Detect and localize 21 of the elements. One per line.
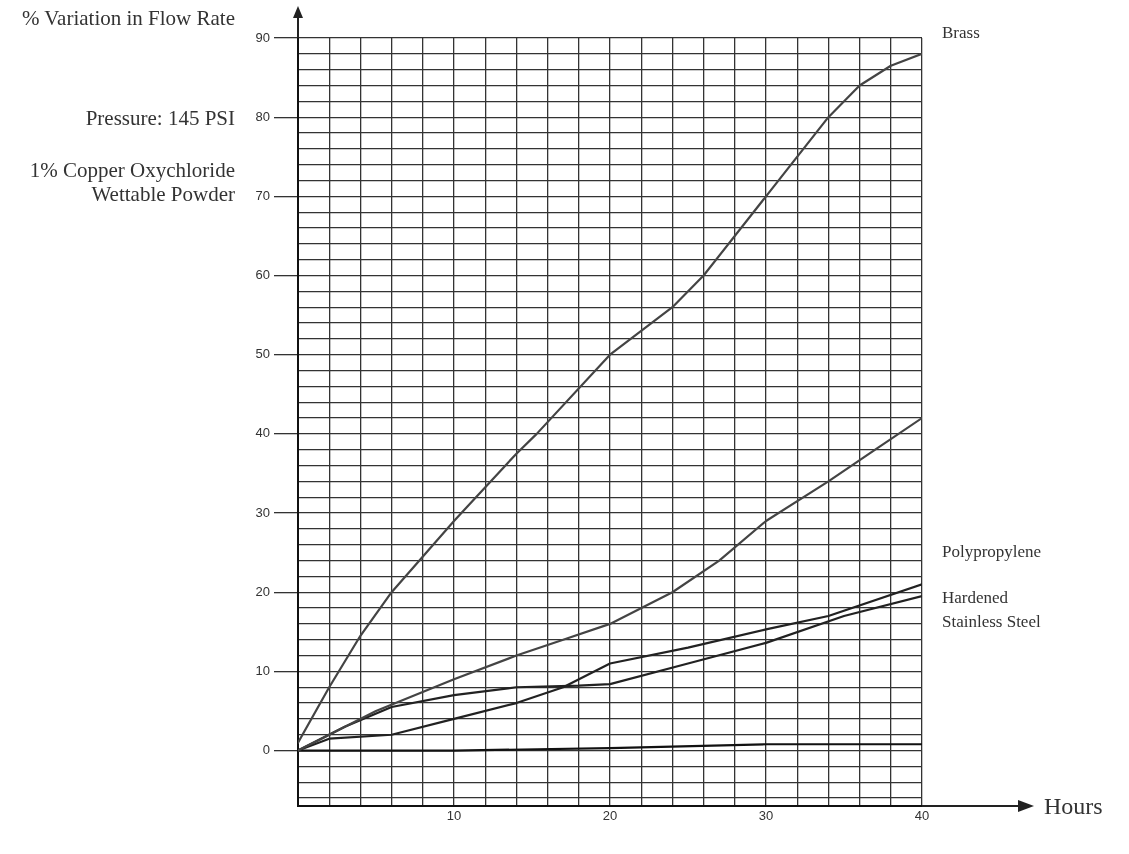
x-tick-label: 10: [446, 808, 462, 824]
y-tick-label: 30: [255, 504, 270, 520]
y-tick-label: 10: [255, 662, 270, 678]
y-tick-label: 90: [255, 29, 270, 45]
x-tick-label: 30: [758, 808, 774, 824]
y-tick-label: 50: [255, 346, 270, 362]
y-tick-label: 0: [262, 742, 270, 758]
series-label: Polypropylene: [942, 541, 1042, 561]
y-axis-title: % Variation in Flow Rate: [20, 6, 235, 30]
series-label: Hardened Stainless Steel: [942, 587, 1041, 631]
y-tick-label: 70: [255, 187, 270, 203]
text: 1% Copper Oxychloride Wettable Powder: [28, 158, 235, 206]
x-tick-label: 20: [602, 808, 618, 824]
text: Pressure: 145 PSI: [84, 106, 235, 130]
x-tick-label: 40: [914, 808, 930, 824]
y-tick-label: 80: [255, 108, 270, 124]
y-tick-label: 60: [255, 267, 270, 283]
series-label: Brass: [942, 23, 980, 43]
y-tick-label: 40: [255, 425, 270, 441]
x-axis-title: Hours: [1044, 793, 1103, 820]
y-tick-label: 20: [255, 583, 270, 599]
